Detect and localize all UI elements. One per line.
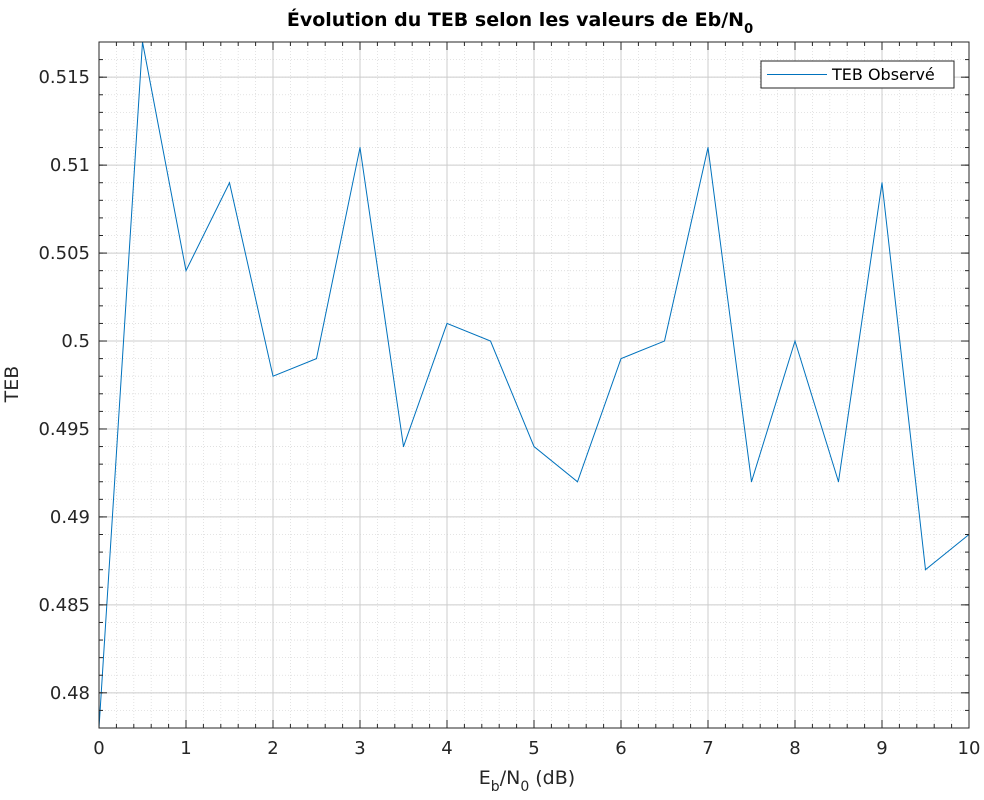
tick-labels: 0 1 2 3 4 5 6 7 8 9 10 0.48 0.485 0.49 0.495 0.5 0.505 0.… [38, 67, 980, 759]
data-point [664, 340, 665, 342]
x-axis-label-sub2: 0 [520, 779, 529, 795]
y-tick-label: 0.495 [38, 419, 90, 440]
x-tick-label: 2 [267, 738, 278, 759]
data-point [316, 358, 317, 360]
data-point [446, 322, 448, 324]
x-tick-label: 5 [528, 738, 539, 759]
data-point [925, 569, 926, 571]
y-axis-label: TEB [1, 366, 23, 404]
data-point [403, 446, 404, 448]
data-point [185, 270, 187, 272]
data-point [272, 375, 274, 377]
x-tick-label: 0 [93, 738, 104, 759]
chart-title-main: Évolution du TEB selon les valeurs de Eb… [287, 8, 744, 31]
y-tick-label: 0.5 [61, 331, 90, 352]
data-point [490, 340, 491, 342]
x-tick-label: 6 [615, 738, 626, 759]
data-point [229, 182, 230, 184]
data-point [359, 147, 361, 149]
x-tick-label: 7 [702, 738, 713, 759]
y-tick-label: 0.48 [50, 683, 90, 704]
chart-title-subscript: 0 [744, 22, 753, 37]
axis-ticks [98, 41, 970, 729]
data-point [794, 340, 796, 342]
chart-title: Évolution du TEB selon les valeurs de Eb… [287, 8, 753, 37]
data-point [751, 481, 752, 483]
legend-entry-label: TEB Observé [831, 65, 935, 84]
x-tick-label: 9 [876, 738, 887, 759]
x-tick-label: 1 [180, 738, 191, 759]
data-point [838, 481, 839, 483]
data-point [707, 147, 709, 149]
major-grid [98, 42, 970, 728]
y-tick-label: 0.485 [38, 595, 90, 616]
legend: TEB Observé [760, 60, 955, 89]
y-tick-label: 0.51 [50, 155, 90, 176]
data-point [533, 446, 535, 448]
y-tick-label: 0.515 [38, 67, 90, 88]
x-axis-label: Eb/N0 (dB) [479, 767, 575, 795]
data-point [620, 358, 622, 360]
y-tick-label: 0.49 [50, 507, 90, 528]
x-axis-label-mid: /N [500, 767, 521, 789]
x-axis-label-sub1: b [491, 779, 500, 795]
x-tick-label: 10 [958, 738, 981, 759]
x-tick-label: 4 [441, 738, 452, 759]
x-tick-label: 3 [354, 738, 365, 759]
x-axis-label-tail: (dB) [529, 767, 575, 789]
data-point [881, 182, 883, 184]
x-axis-label-main: E [479, 767, 491, 789]
data-point [577, 481, 578, 483]
x-tick-label: 8 [789, 738, 800, 759]
y-tick-label: 0.505 [38, 243, 90, 264]
